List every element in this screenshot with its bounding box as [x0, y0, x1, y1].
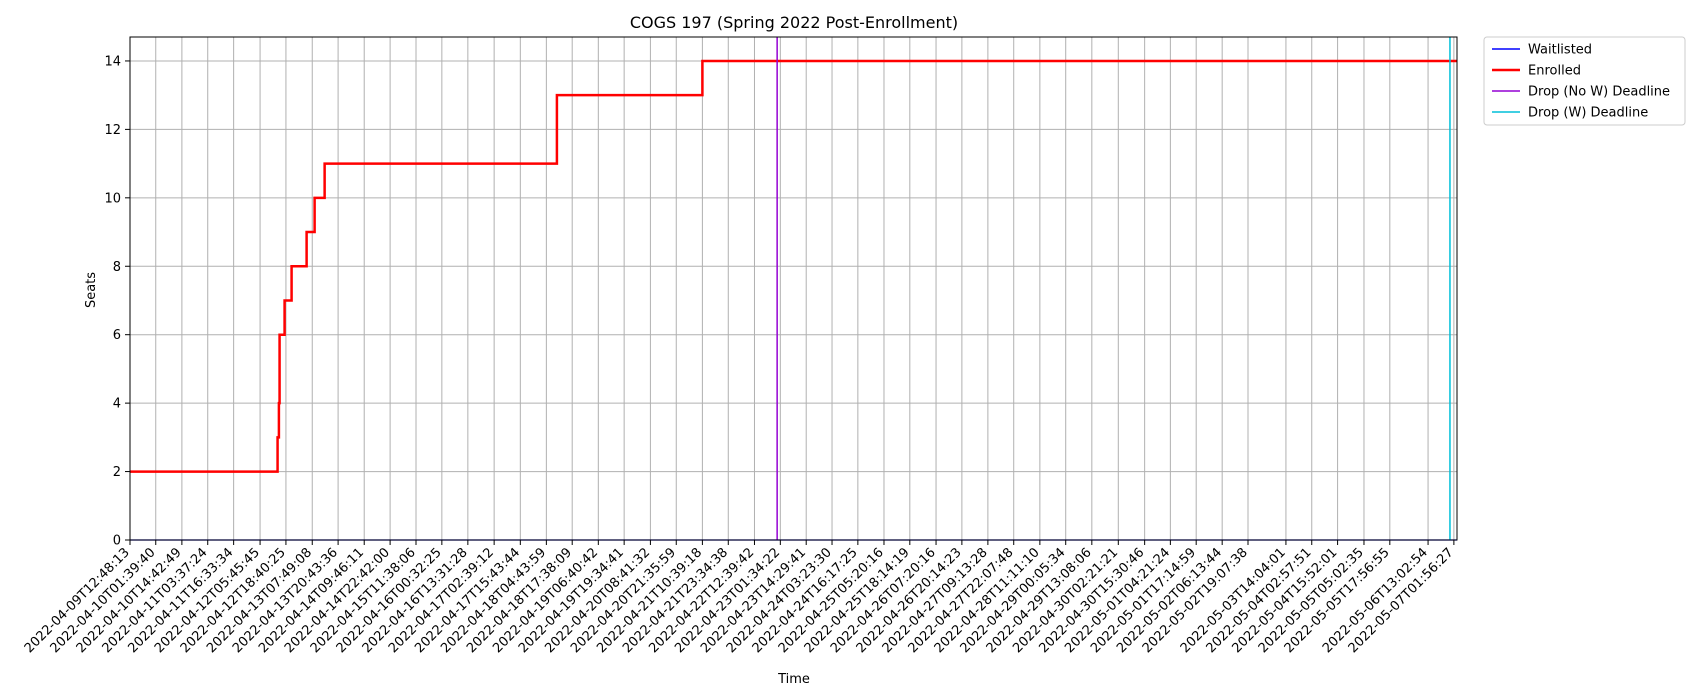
legend: Waitlisted Enrolled Drop (No W) Deadline Dr… — [1483, 36, 1686, 126]
y-tick-label: 0 — [113, 534, 121, 549]
y-tick-label: 14 — [104, 54, 121, 69]
y-tick-label: 4 — [113, 397, 121, 412]
x-axis-title: Time — [777, 672, 810, 687]
x-tick-label: 2022-05-07T01:56:27 — [1346, 545, 1457, 656]
legend-label: Drop (W) Deadline — [1528, 106, 1648, 121]
x-tick-label: 2022-05-04T15:52:01 — [1229, 545, 1340, 656]
chart-title: COGS 197 (Spring 2022 Post-Enrollment) — [630, 13, 958, 32]
legend-label: Waitlisted — [1528, 43, 1592, 58]
legend-label: Enrolled — [1528, 64, 1581, 79]
series-line-enrolled — [130, 59, 1457, 473]
y-tick-label: 6 — [113, 328, 121, 343]
y-tick-label: 8 — [113, 260, 121, 275]
legend-frame — [1483, 36, 1686, 126]
legend-label: Drop (No W) Deadline — [1528, 85, 1670, 100]
tick-layer: 024681012142022-04-09T12:48:132022-04-10… — [22, 54, 1457, 656]
grid-layer — [129, 37, 1457, 541]
y-tick-label: 2 — [113, 465, 121, 480]
plot-frame — [129, 36, 1458, 541]
series-layer — [130, 37, 1457, 541]
y-tick-label: 12 — [104, 123, 121, 138]
y-axis-title: Seats — [84, 272, 99, 308]
y-tick-label: 10 — [104, 191, 121, 206]
